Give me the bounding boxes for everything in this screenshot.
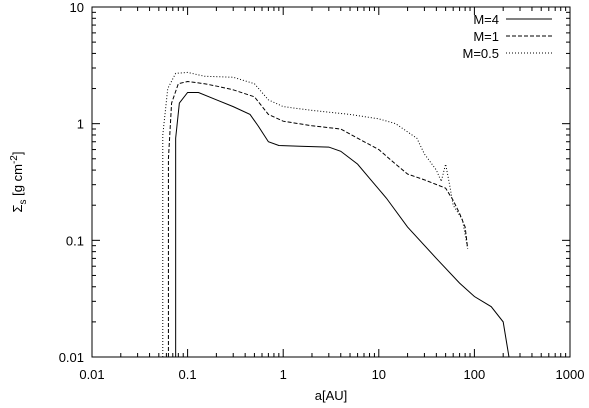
y-axis-label-unit-pre: [g cm xyxy=(10,164,25,199)
legend-label-m4: M=4 xyxy=(473,12,499,27)
series-line-2 xyxy=(167,80,469,357)
series-line-1 xyxy=(175,92,510,358)
x-tick-label: 100 xyxy=(464,367,486,382)
y-axis-label-sub: s xyxy=(18,199,29,204)
plot-frame xyxy=(91,6,571,358)
x-tick-label: 1 xyxy=(280,367,287,382)
x-axis-label: a[AU] xyxy=(315,388,348,403)
x-tick-label: 10 xyxy=(372,367,386,382)
legend-label-m1: M=1 xyxy=(473,29,499,44)
x-tick-label: 0.01 xyxy=(79,367,104,382)
x-tick-label: 1000 xyxy=(556,367,585,382)
y-axis-label-base: Σ xyxy=(10,204,25,212)
y-tick-label: 10 xyxy=(70,0,84,15)
series-layer xyxy=(162,71,510,358)
series-line-3 xyxy=(162,71,469,357)
legend: M=4 M=1 M=0.5 xyxy=(463,12,552,61)
y-tick-label: 0.01 xyxy=(59,350,84,365)
y-axis-label-unit-sup: -2 xyxy=(9,155,20,164)
y-axis-label-unit-post: ] xyxy=(10,152,25,156)
y-tick-label: 1 xyxy=(77,117,84,132)
y-axis-label: Σs [g cm-2] xyxy=(9,152,29,213)
x-axis-ticks: 0.01 0.1 1 10 100 1000 xyxy=(79,7,584,382)
y-tick-label: 0.1 xyxy=(66,233,84,248)
legend-label-m05: M=0.5 xyxy=(463,46,500,61)
y-axis-ticks: 0.01 0.1 1 10 xyxy=(59,0,570,365)
x-tick-label: 0.1 xyxy=(179,367,197,382)
